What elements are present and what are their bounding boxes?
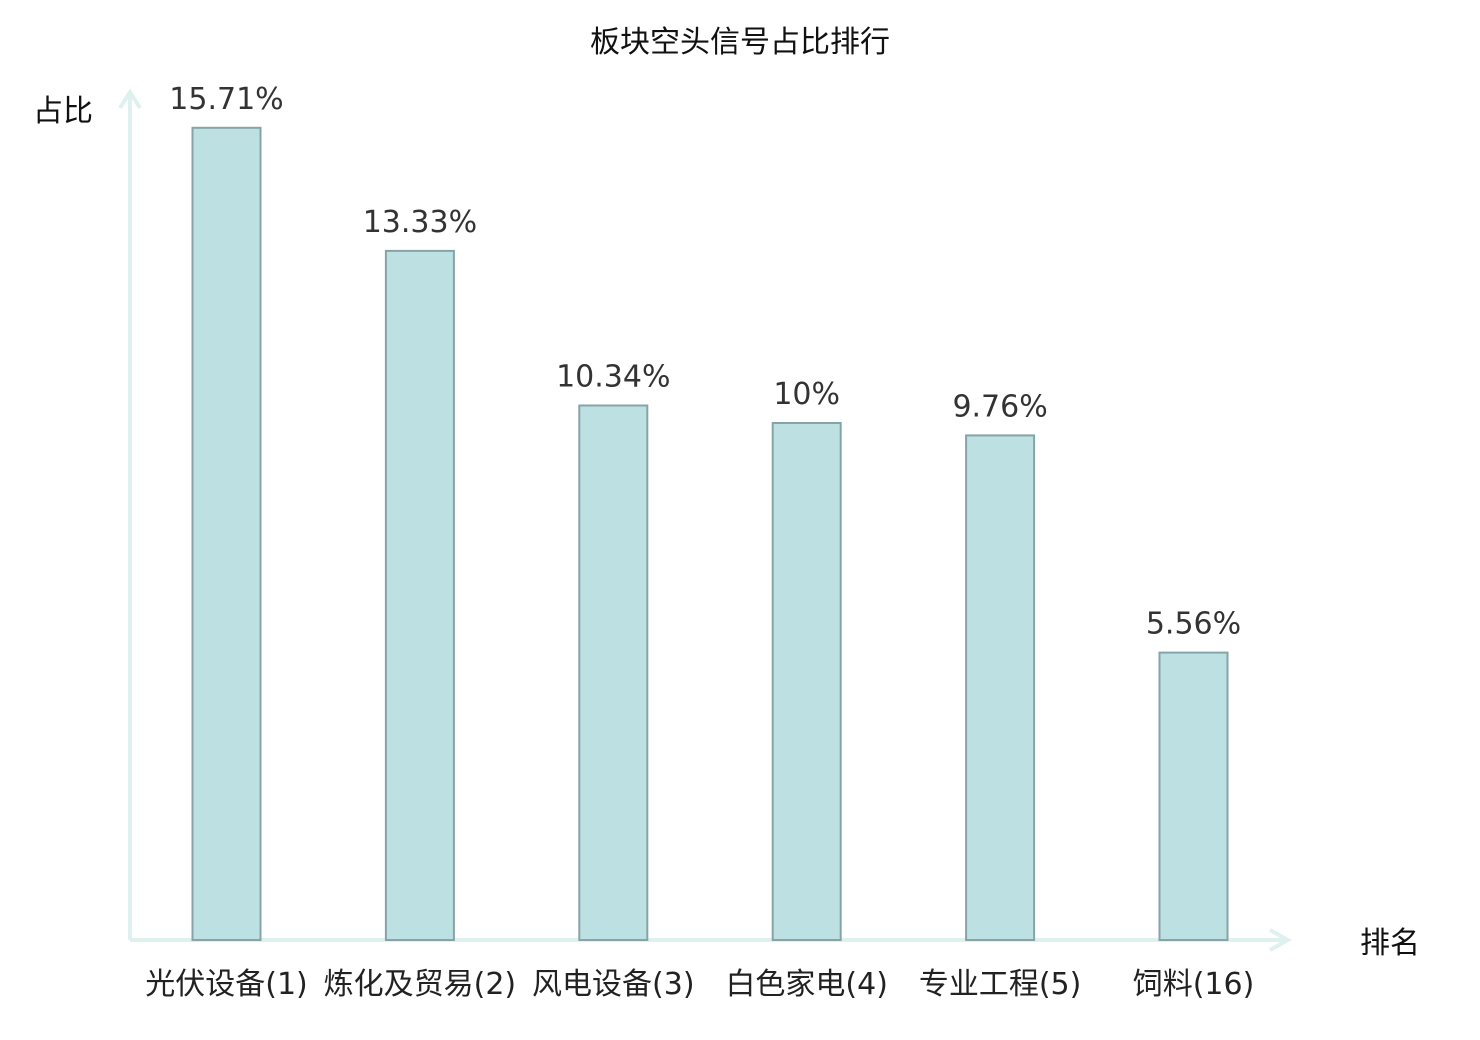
bar xyxy=(965,434,1036,941)
bar xyxy=(771,422,842,941)
bar xyxy=(384,249,455,941)
value-label: 9.76% xyxy=(952,389,1047,424)
bars-group xyxy=(191,126,1229,942)
category-label: 光伏设备(1) xyxy=(145,967,308,1002)
category-label: 饲料(16) xyxy=(1133,967,1255,1002)
bar xyxy=(191,126,262,942)
category-label: 白色家电(4) xyxy=(725,967,888,1002)
value-label: 15.71% xyxy=(169,82,283,117)
value-label: 10% xyxy=(773,377,840,412)
value-label: 10.34% xyxy=(556,360,670,395)
value-labels-group: 15.71% 13.33% 10.34% 10% 9.76% 5.56% xyxy=(169,82,1241,642)
value-label: 13.33% xyxy=(363,205,477,240)
category-label: 专业工程(5) xyxy=(919,967,1082,1002)
bar xyxy=(578,404,649,941)
bar xyxy=(1158,651,1229,941)
x-axis xyxy=(130,928,1293,952)
y-axis xyxy=(118,88,142,940)
y-axis-label: 占比 xyxy=(33,94,93,129)
chart-title: 板块空头信号占比排行 xyxy=(590,25,890,60)
category-label: 炼化及贸易(2) xyxy=(324,967,517,1002)
x-axis-label: 排名 xyxy=(1360,926,1420,961)
value-label: 5.56% xyxy=(1146,607,1241,642)
category-labels-group: 光伏设备(1) 炼化及贸易(2) 风电设备(3) 白色家电(4) 专业工程(5) 饲料(1… xyxy=(145,967,1254,1002)
category-label: 风电设备(3) xyxy=(532,967,695,1002)
